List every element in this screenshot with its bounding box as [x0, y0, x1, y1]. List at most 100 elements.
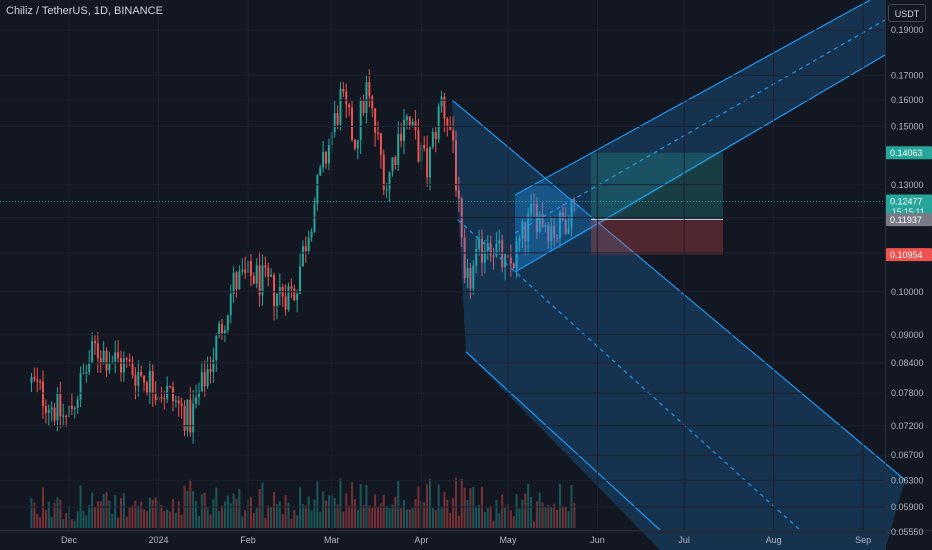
volume-bar: [385, 506, 388, 528]
volume-bar: [402, 500, 405, 528]
candle-body: [426, 148, 429, 178]
candle-body: [492, 255, 495, 257]
volume-bar: [342, 511, 345, 528]
y-tick-label: 0.10000: [891, 287, 924, 297]
volume-bar: [232, 493, 235, 528]
candle-body: [195, 397, 198, 404]
volume-bar: [449, 513, 452, 528]
candle-body: [235, 272, 238, 290]
volume-bar: [197, 516, 200, 528]
volume-bar: [411, 508, 414, 528]
candle-body: [171, 386, 174, 402]
ascending-channel-fill: [515, 0, 885, 272]
volume-bar: [114, 495, 117, 528]
price-label-text: 0.11937: [890, 215, 922, 225]
candle-body: [39, 381, 42, 383]
volume-bar: [446, 499, 449, 528]
candle-body: [405, 116, 408, 121]
volume-bar: [521, 499, 524, 528]
candle-body: [244, 269, 247, 274]
volume-bar: [85, 515, 88, 528]
candle-body: [50, 407, 53, 410]
candle-body: [296, 293, 299, 301]
candle-body: [82, 373, 85, 375]
candle-body: [134, 374, 137, 386]
candle-body: [258, 265, 261, 296]
candle-body: [177, 400, 180, 404]
volume-bar: [174, 512, 177, 528]
volume-bar: [483, 512, 486, 528]
candle-body: [70, 405, 73, 409]
candle-body: [423, 144, 426, 149]
volume-bar: [310, 510, 313, 528]
candle-body: [88, 363, 91, 372]
y-tick-label: 0.09000: [891, 330, 924, 340]
candle-body: [457, 190, 460, 199]
volume-bar: [428, 478, 431, 528]
candle-body: [532, 203, 535, 205]
candle-body: [59, 393, 62, 417]
candle-body: [371, 96, 374, 109]
candle-body: [524, 221, 527, 242]
ascending-channel-median: [514, 19, 886, 234]
volume-bar: [567, 511, 570, 528]
candle-body: [319, 167, 322, 176]
volume-bar: [492, 520, 495, 528]
volume-bar: [44, 509, 47, 528]
volume-bar: [304, 505, 307, 528]
volume-bar: [59, 499, 62, 528]
candle-body: [93, 341, 96, 344]
volume-bar: [137, 505, 140, 528]
candle-body: [125, 358, 128, 360]
volume-bar: [475, 506, 478, 528]
volume-bar: [203, 492, 206, 528]
volume-bar: [553, 503, 556, 528]
candle-body: [564, 219, 567, 234]
candle-body: [293, 288, 296, 301]
candlesticks: [30, 69, 576, 444]
descending-channel-lower: [465, 351, 661, 531]
candle-body: [284, 296, 287, 310]
candle-body: [475, 248, 478, 266]
candle-body: [56, 393, 59, 421]
candle-body: [131, 361, 134, 375]
y-tick-label: 0.19000: [891, 25, 924, 35]
volume-bar: [348, 505, 351, 528]
candle-body: [535, 204, 538, 232]
volume-bar: [105, 491, 108, 528]
descending-channel-median: [457, 219, 801, 531]
volume-bar: [333, 497, 336, 528]
volume-bar: [30, 497, 33, 528]
volume-bar: [538, 492, 541, 528]
candle-body: [65, 415, 68, 417]
volume-bar: [39, 517, 42, 528]
volume-bar: [93, 506, 96, 528]
candle-body: [382, 154, 385, 190]
volume-bar: [405, 509, 408, 528]
candle-body: [270, 274, 273, 277]
candle-body: [163, 398, 166, 400]
candle-body: [30, 377, 33, 383]
candle-body: [454, 140, 457, 191]
price-label-box: [886, 146, 932, 160]
volume-bar: [556, 509, 559, 528]
candle-body: [85, 371, 88, 374]
channel-drawings: [0, 0, 906, 550]
candle-body: [478, 238, 481, 249]
candle-body: [498, 240, 501, 244]
volume-bar: [469, 488, 472, 528]
volume-bar: [362, 505, 365, 528]
volume-bar: [221, 505, 224, 528]
candle-body: [443, 96, 446, 119]
currency-unit-button[interactable]: USDT: [888, 4, 926, 22]
candle-body: [428, 146, 431, 178]
volume-bar: [117, 517, 120, 528]
volume-bar: [426, 484, 429, 528]
volume-bar: [131, 505, 134, 528]
candle-body: [200, 371, 203, 392]
volume-bar: [443, 491, 446, 528]
volume-bar: [33, 502, 36, 528]
candle-body: [99, 358, 102, 364]
volume-bar: [345, 493, 348, 528]
